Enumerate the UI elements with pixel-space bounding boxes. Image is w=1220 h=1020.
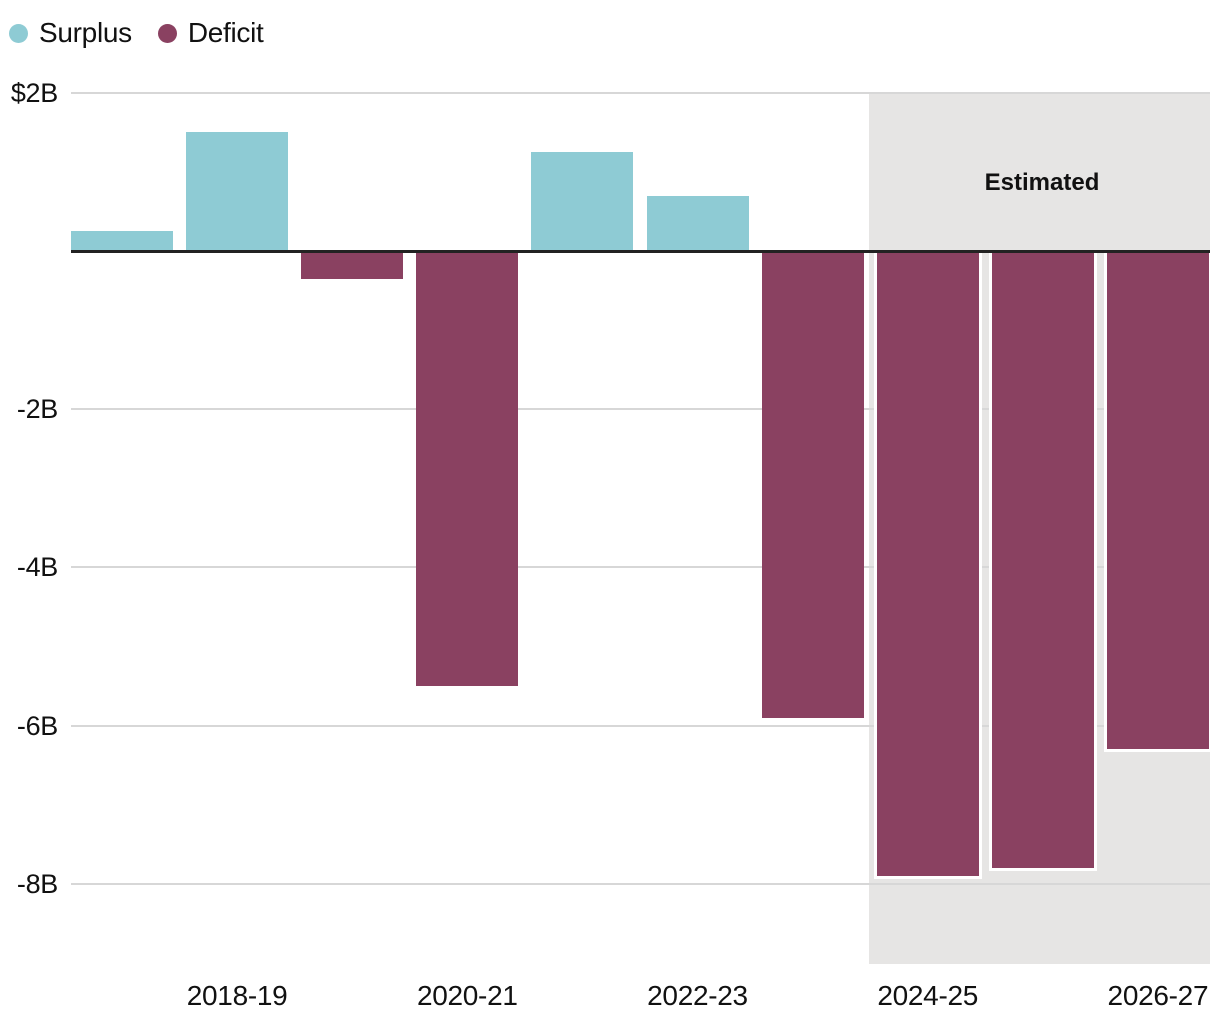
x-tick-label: 2022-23 [647,980,748,1011]
estimated-label: Estimated [984,169,1100,196]
legend-label-surplus: Surplus [39,17,132,48]
gridline [71,724,1210,727]
gridline [71,882,1210,885]
x-tick-label: 2026-27 [1107,980,1209,1011]
gridline [71,566,1210,569]
legend-item-deficit: Deficit [157,17,264,49]
bar-2019-20 [301,251,404,279]
bar-2026-27 [1106,251,1209,750]
bar-2017-18 [71,231,173,251]
bar-2025-26 [991,251,1094,868]
y-tick-label: -4B [16,552,58,583]
bar-2022-23 [646,195,749,251]
deficit-dot-icon [157,23,177,43]
bar-2023-24 [761,251,864,718]
gridline [71,408,1210,411]
x-tick-label: 2024-25 [877,980,979,1011]
legend-label-deficit: Deficit [187,17,264,48]
y-tick-label: -2B [16,394,58,425]
bar-2024-25 [876,251,979,876]
bar-2020-21 [416,251,519,687]
zero-axis-line [71,249,1210,253]
y-tick-label: $2B [10,77,58,108]
legend-item-surplus: Surplus [9,17,132,49]
y-tick-label: -6B [16,710,58,741]
legend: Surplus Deficit [9,17,264,49]
x-tick-label: 2020-21 [416,980,518,1011]
surplus-dot-icon [9,23,28,43]
gridline [71,91,1210,94]
bar-2021-22 [531,152,634,251]
bar-2018-19 [186,132,289,251]
y-tick-label: -8B [16,868,58,899]
x-tick-label: 2018-19 [186,980,288,1011]
